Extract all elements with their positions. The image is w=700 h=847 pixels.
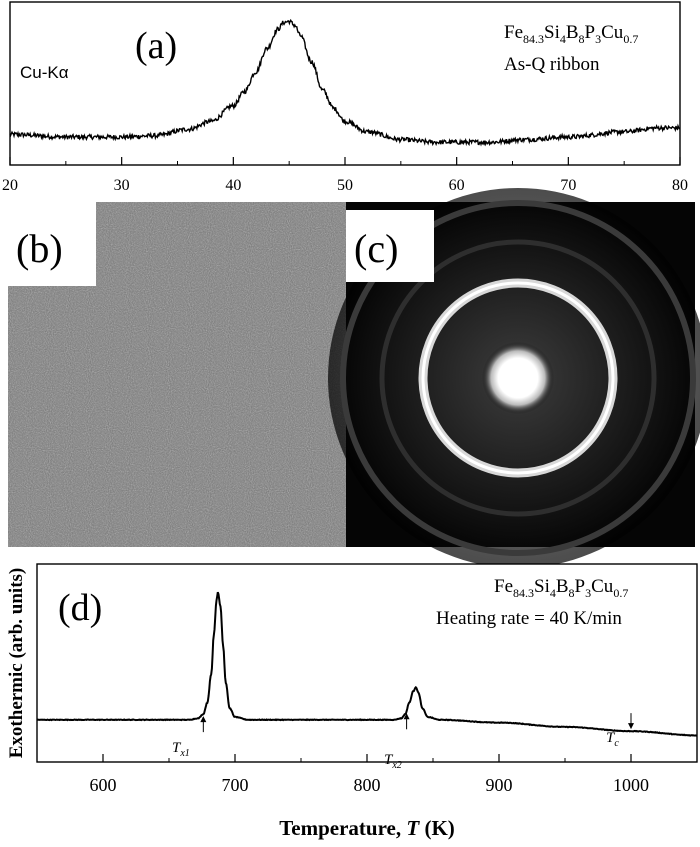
panel-a-tick-label: 20 <box>2 177 18 194</box>
panel-d-x-axis: 600 700 800 900 1000 <box>36 754 698 795</box>
tx1-label: Tx1 <box>172 740 190 759</box>
panel-d-y-axis-title: Exothermic (arb. units) <box>6 568 27 759</box>
panel-d: 600 700 800 900 1000 (d) Fe84.3Si4B8P3Cu0.7 … <box>6 563 698 840</box>
panel-a-xrd-curve <box>9 18 680 147</box>
panel-d-tick-label: 600 <box>90 775 117 795</box>
panel-a-tick-label: 40 <box>225 177 241 194</box>
central-beam-spot <box>482 342 554 414</box>
panel-d-x-axis-title: Temperature, T (K) <box>279 816 455 840</box>
panel-a-frame <box>9 1 681 166</box>
panel-d-heating-rate: Heating rate = 40 K/min <box>436 608 622 629</box>
panel-c: (c) <box>328 188 700 568</box>
panel-a-tick-label: 60 <box>449 177 465 194</box>
panel-c-label-box <box>346 210 434 282</box>
tx2-arrowhead <box>403 713 410 720</box>
tx2-label: Tx2 <box>384 752 402 771</box>
panel-a-radiation: Cu-Kα <box>20 63 69 82</box>
panel-d-tick-label: 800 <box>354 775 381 795</box>
panel-a-tick-label: 50 <box>337 177 353 194</box>
panel-a-tick-label: 80 <box>672 177 688 194</box>
panel-d-label: (d) <box>58 587 102 629</box>
panel-a-label: (a) <box>135 25 177 67</box>
panel-d-dsc-curve <box>36 591 698 737</box>
panel-d-tick-label: 1000 <box>613 775 649 795</box>
tc-arrowhead <box>628 723 634 730</box>
tx1-arrowhead <box>200 716 207 723</box>
panel-a-sample: As-Q ribbon <box>504 54 600 75</box>
panel-a-tick-label: 70 <box>560 177 576 194</box>
panel-a-composition: Fe84.3Si4B8P3Cu0.7 <box>504 22 638 46</box>
panel-a-x-axis: 20 30 40 50 60 70 80 <box>2 157 688 194</box>
panel-b-label-box <box>8 202 96 286</box>
tc-label: Tc <box>606 730 619 749</box>
panel-a-tick-label: 30 <box>114 177 130 194</box>
middle-diffraction-ring <box>379 239 657 517</box>
panel-b-label: (b) <box>16 226 63 271</box>
panel-d-tick-label: 700 <box>222 775 249 795</box>
panel-d-tick-label: 900 <box>486 775 513 795</box>
panel-d-markers <box>200 713 634 733</box>
panel-b: (b) <box>8 202 346 547</box>
outer-diffraction-ring <box>340 200 696 556</box>
panel-c-label: (c) <box>354 226 398 271</box>
panel-a: 20 30 40 50 60 70 80 (a) Cu-Kα Fe84.3Si4B8P3Cu… <box>2 1 688 194</box>
panel-d-composition: Fe84.3Si4B8P3Cu0.7 <box>494 576 628 600</box>
